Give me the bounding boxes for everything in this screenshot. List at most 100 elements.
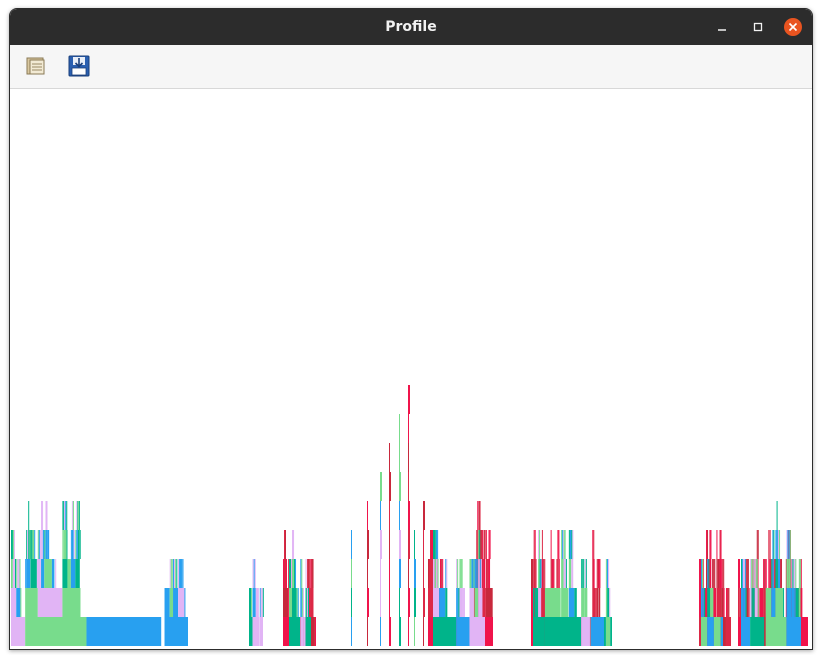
flame-frame[interactable] [249, 617, 253, 646]
flame-frame[interactable] [292, 588, 297, 617]
flame-frame[interactable] [489, 530, 491, 559]
flame-frame[interactable] [399, 472, 401, 501]
flame-frame[interactable] [742, 559, 744, 588]
flame-frame[interactable] [38, 530, 40, 559]
flame-frame[interactable] [793, 559, 795, 588]
flame-frame[interactable] [583, 559, 585, 588]
flame-frame[interactable] [478, 501, 480, 530]
flame-frame[interactable] [436, 559, 438, 588]
flame-frame[interactable] [456, 588, 458, 617]
flame-frame[interactable] [389, 530, 390, 559]
flame-frame[interactable] [743, 559, 745, 588]
flame-frame[interactable] [351, 617, 352, 646]
flame-frame[interactable] [561, 530, 563, 559]
flame-frame[interactable] [380, 530, 382, 559]
flame-frame[interactable] [773, 559, 775, 588]
flame-frame[interactable] [423, 588, 425, 617]
flame-frame[interactable] [746, 559, 748, 588]
flame-frame[interactable] [608, 559, 610, 588]
flame-frame[interactable] [757, 530, 759, 559]
flame-frame[interactable] [423, 530, 424, 559]
flame-frame[interactable] [480, 530, 482, 559]
flame-frame[interactable] [744, 559, 746, 588]
flame-frame[interactable] [741, 617, 751, 646]
flame-frame[interactable] [290, 559, 291, 588]
flame-frame[interactable] [434, 530, 435, 559]
flame-frame[interactable] [351, 530, 352, 559]
flame-frame[interactable] [72, 501, 74, 530]
flame-frame[interactable] [780, 559, 782, 588]
flame-frame[interactable] [571, 559, 574, 588]
flame-frame[interactable] [399, 414, 400, 443]
flame-frame[interactable] [312, 559, 314, 588]
flame-frame[interactable] [712, 559, 714, 588]
flame-frame[interactable] [569, 530, 572, 559]
flame-frame[interactable] [531, 559, 534, 588]
flame-frame[interactable] [605, 588, 608, 617]
flame-frame[interactable] [800, 559, 802, 588]
flame-frame[interactable] [739, 559, 740, 588]
flame-frame[interactable] [63, 501, 65, 530]
flame-frame[interactable] [786, 617, 801, 646]
flame-frame[interactable] [305, 617, 311, 646]
flame-frame[interactable] [62, 501, 64, 530]
flame-frame[interactable] [457, 588, 459, 617]
flame-frame[interactable] [76, 501, 78, 530]
flame-frame[interactable] [288, 559, 290, 588]
flame-frame[interactable] [720, 617, 723, 646]
flame-frame[interactable] [607, 588, 610, 617]
flame-frame[interactable] [26, 559, 31, 588]
flame-frame[interactable] [763, 559, 765, 588]
save-button[interactable] [66, 53, 92, 79]
flame-frame[interactable] [485, 559, 488, 588]
flame-frame[interactable] [389, 472, 391, 501]
flame-frame[interactable] [713, 559, 715, 588]
flame-frame[interactable] [702, 588, 704, 617]
flame-frame[interactable] [64, 530, 67, 559]
flame-frame[interactable] [709, 559, 712, 588]
flame-frame[interactable] [408, 472, 409, 501]
flame-frame[interactable] [55, 559, 57, 588]
flame-frame[interactable] [704, 588, 706, 617]
flame-frame[interactable] [789, 530, 791, 559]
flame-frame[interactable] [605, 617, 611, 646]
flame-frame[interactable] [562, 530, 564, 559]
flame-frame[interactable] [772, 559, 774, 588]
flame-frame[interactable] [745, 588, 747, 617]
flame-graph-canvas[interactable] [11, 89, 809, 646]
flame-frame[interactable] [25, 617, 87, 646]
flame-frame[interactable] [399, 501, 400, 530]
flame-frame[interactable] [755, 559, 757, 588]
flame-frame[interactable] [306, 588, 308, 617]
flame-frame[interactable] [563, 559, 566, 588]
flame-frame[interactable] [593, 530, 595, 559]
flame-frame[interactable] [456, 617, 470, 646]
flame-frame[interactable] [77, 501, 79, 530]
flame-frame[interactable] [596, 559, 598, 588]
flame-frame[interactable] [37, 530, 39, 559]
flame-frame[interactable] [28, 501, 30, 530]
flame-frame[interactable] [702, 559, 704, 588]
flame-frame[interactable] [745, 559, 747, 588]
flame-frame[interactable] [710, 530, 712, 559]
flame-frame[interactable] [581, 588, 585, 617]
flame-frame[interactable] [710, 588, 714, 617]
flame-frame[interactable] [593, 559, 595, 588]
flame-frame[interactable] [293, 559, 295, 588]
flame-frame[interactable] [174, 559, 176, 588]
flame-frame[interactable] [28, 530, 30, 559]
flame-frame[interactable] [75, 559, 80, 588]
flame-frame[interactable] [442, 559, 444, 588]
flame-frame[interactable] [297, 588, 299, 617]
flame-frame[interactable] [785, 559, 787, 588]
title-bar[interactable]: Profile [10, 9, 812, 45]
flame-frame[interactable] [175, 559, 177, 588]
flame-frame[interactable] [251, 588, 253, 617]
flame-frame[interactable] [367, 617, 368, 646]
flame-frame[interactable] [572, 530, 574, 559]
flame-frame[interactable] [463, 588, 465, 617]
flame-frame[interactable] [367, 559, 368, 588]
flame-frame[interactable] [252, 559, 254, 588]
flame-frame[interactable] [550, 559, 552, 588]
flame-frame[interactable] [70, 530, 72, 559]
